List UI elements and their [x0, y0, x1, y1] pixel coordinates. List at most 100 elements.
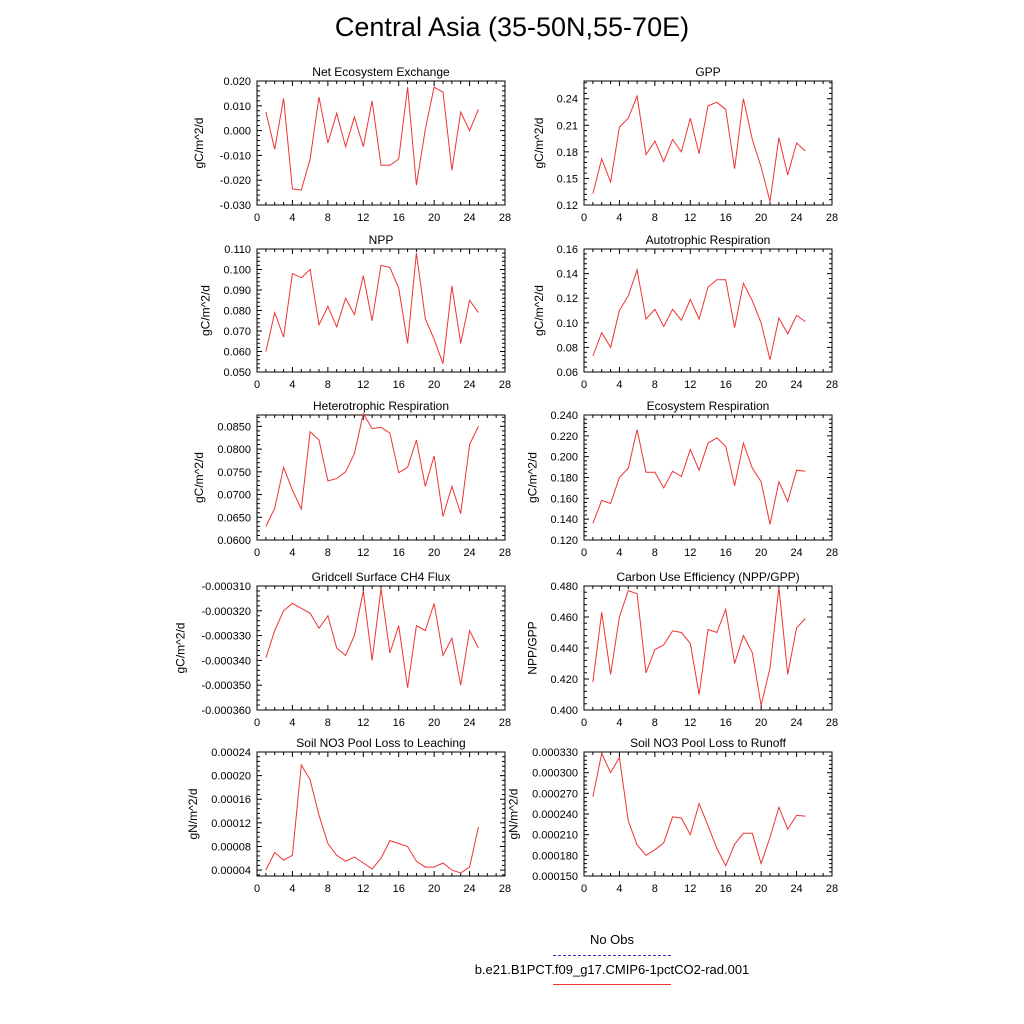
- y-tick-label: 0.0600: [217, 535, 251, 547]
- x-tick-label: 0: [581, 883, 587, 895]
- y-tick-label: 0.15: [557, 173, 578, 185]
- y-axis-label: gC/m^2/d: [173, 623, 187, 674]
- y-tick-label: 0.00016: [211, 794, 251, 806]
- x-tick-label: 24: [463, 717, 475, 729]
- series-line-1: [592, 267, 806, 360]
- legend-obs-label: No Obs: [589, 932, 635, 947]
- y-axis-label: gC/m^2/d: [192, 452, 206, 503]
- y-axis-label: gC/m^2/d: [199, 285, 213, 336]
- chart-title: Soil NO3 Pool Loss to Runoff: [630, 736, 787, 750]
- y-tick-label: 0.000210: [532, 830, 578, 842]
- legend-obs-line: [553, 955, 671, 956]
- x-tick-label: 16: [393, 883, 405, 895]
- x-tick-label: 8: [652, 379, 658, 391]
- y-tick-label: 0.090: [223, 285, 251, 297]
- x-tick-label: 20: [755, 379, 767, 391]
- x-tick-label: 20: [755, 883, 767, 895]
- y-tick-label: 0.000: [223, 126, 251, 138]
- series-line-1: [592, 751, 806, 867]
- x-tick-label: 24: [463, 883, 475, 895]
- x-tick-label: 28: [826, 379, 838, 391]
- x-tick-label: 0: [581, 379, 587, 391]
- x-tick-label: 24: [790, 547, 802, 559]
- y-tick-label: -0.000310: [201, 581, 251, 593]
- x-tick-label: 28: [499, 547, 511, 559]
- x-tick-label: 0: [581, 547, 587, 559]
- y-tick-label: 0.18: [557, 147, 578, 159]
- y-tick-label: 0.420: [550, 674, 578, 686]
- y-axis-label: gC/m^2/d: [192, 118, 206, 169]
- x-tick-label: 16: [720, 547, 732, 559]
- y-tick-label: 0.120: [550, 535, 578, 547]
- x-tick-label: 4: [616, 212, 622, 224]
- y-tick-label: 0.100: [223, 265, 251, 277]
- y-tick-label: 0.0850: [217, 421, 251, 433]
- y-axis-label: NPP/GPP: [526, 621, 540, 674]
- chart-panel-5: 0 4 8 12 16 20 24 28 0.0600 0.0650 0.0700 0.0750 0.0…: [192, 399, 511, 559]
- series-line-1: [265, 86, 479, 191]
- y-axis-label: gN/m^2/d: [507, 789, 521, 840]
- x-tick-label: 4: [289, 717, 295, 729]
- y-tick-label: 0.000150: [532, 871, 578, 883]
- plot-frame: [583, 585, 833, 711]
- x-tick-label: 12: [357, 547, 369, 559]
- chart-title: Carbon Use Efficiency (NPP/GPP): [616, 570, 799, 584]
- x-tick-label: 4: [289, 883, 295, 895]
- y-tick-label: -0.000350: [201, 680, 251, 692]
- series-line-1: [265, 588, 479, 688]
- x-tick-label: 0: [254, 547, 260, 559]
- x-tick-label: 28: [826, 717, 838, 729]
- y-tick-label: 0.21: [557, 120, 578, 132]
- y-tick-label: -0.000360: [201, 705, 251, 717]
- y-tick-label: -0.000320: [201, 606, 251, 618]
- x-tick-label: 16: [393, 547, 405, 559]
- chart-title: Autotrophic Respiration: [646, 233, 771, 247]
- x-tick-label: 8: [325, 547, 331, 559]
- chart-title: Heterotrophic Respiration: [313, 399, 449, 413]
- y-tick-label: 0.050: [223, 367, 251, 379]
- x-tick-label: 12: [684, 212, 696, 224]
- y-tick-label: 0.10: [557, 318, 578, 330]
- x-tick-label: 12: [357, 212, 369, 224]
- chart-panel-9: 0 4 8 12 16 20 24 28 0.00004 0.00008 0.00012 0.0001…: [186, 736, 511, 895]
- x-tick-label: 16: [720, 717, 732, 729]
- x-tick-label: 8: [325, 212, 331, 224]
- x-tick-label: 24: [790, 212, 802, 224]
- x-tick-label: 24: [790, 717, 802, 729]
- y-tick-label: 0.00020: [211, 771, 251, 783]
- x-tick-label: 20: [428, 883, 440, 895]
- y-tick-label: 0.460: [550, 612, 578, 624]
- x-tick-label: 4: [616, 883, 622, 895]
- x-tick-label: 16: [393, 717, 405, 729]
- x-tick-label: 20: [428, 379, 440, 391]
- x-tick-label: 24: [463, 212, 475, 224]
- y-tick-label: 0.220: [550, 431, 578, 443]
- chart-title: Net Ecosystem Exchange: [312, 65, 450, 79]
- series-line-1: [592, 429, 806, 525]
- chart-panel-10: 0 4 8 12 16 20 24 28 0.000150 0.000180 0.000210 0.0…: [507, 736, 839, 895]
- plot-frame: [583, 80, 833, 206]
- series-line-1: [592, 587, 806, 706]
- x-tick-label: 28: [826, 547, 838, 559]
- chart-panel-3: 0 4 8 12 16 20 24 28 0.050 0.060 0.070 0.080 0.090 0.…: [199, 233, 512, 391]
- x-tick-label: 12: [684, 717, 696, 729]
- x-tick-label: 4: [289, 547, 295, 559]
- y-axis-label: gC/m^2/d: [532, 118, 546, 169]
- chart-title: Soil NO3 Pool Loss to Leaching: [296, 736, 465, 750]
- chart-panel-7: 0 4 8 12 16 20 24 28 -0.000360 -0.000350 -0.000340…: [173, 570, 511, 729]
- y-tick-label: 0.440: [550, 643, 578, 655]
- y-tick-label: 0.060: [223, 347, 251, 359]
- x-tick-label: 8: [652, 717, 658, 729]
- y-tick-label: 0.160: [550, 493, 578, 505]
- chart-panel-2: 0 4 8 12 16 20 24 28 0.12 0.15 0.18 0.21 0.24 GPP gC/m…: [532, 65, 838, 224]
- x-tick-label: 28: [826, 883, 838, 895]
- x-tick-label: 16: [720, 883, 732, 895]
- legend-run-line: [553, 984, 671, 985]
- x-tick-label: 12: [357, 379, 369, 391]
- y-tick-label: 0.480: [550, 581, 578, 593]
- y-tick-label: 0.000270: [532, 788, 578, 800]
- x-tick-label: 28: [499, 883, 511, 895]
- y-tick-label: -0.020: [220, 175, 251, 187]
- x-tick-label: 12: [684, 883, 696, 895]
- x-tick-label: 16: [720, 212, 732, 224]
